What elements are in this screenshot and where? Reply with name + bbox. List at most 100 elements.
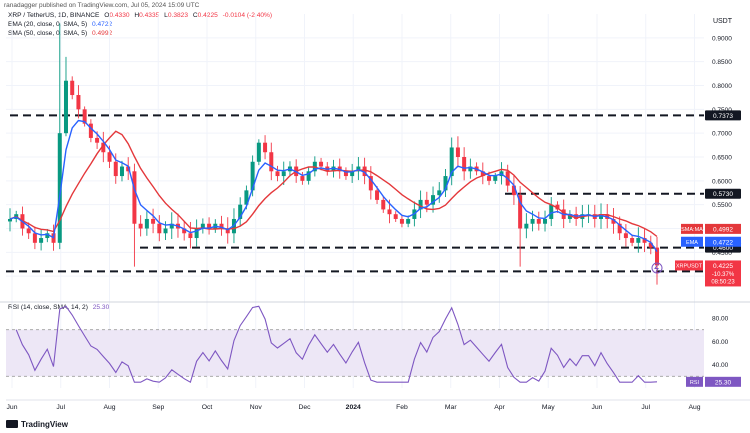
candle-body — [207, 223, 212, 229]
ohlc-open-label: O — [104, 12, 110, 19]
candle-body — [244, 190, 249, 205]
candlesticks — [8, 23, 659, 285]
candle-body — [549, 204, 554, 219]
candle-body — [462, 157, 467, 172]
candle-body — [530, 218, 535, 224]
price-tag-countdown: 08:50:23 — [711, 279, 735, 285]
candle-body — [194, 228, 199, 239]
time-tick-label: Aug — [688, 404, 700, 411]
candle-body — [300, 176, 305, 181]
candle-body — [443, 176, 448, 191]
candle-body — [319, 161, 324, 167]
candle-body — [63, 80, 68, 134]
candle-body — [480, 171, 485, 177]
candle-body — [343, 171, 348, 177]
time-tick-label: Aug — [103, 404, 115, 411]
level-tag — [705, 110, 741, 121]
candle-body — [269, 152, 274, 172]
sma-50-line — [9, 130, 658, 238]
tradingview-logo: TradingView — [6, 420, 68, 429]
candle-body — [82, 109, 87, 124]
ohlc-high-label: H — [134, 12, 140, 19]
price-tag-box — [705, 223, 741, 234]
candle-body — [182, 228, 187, 234]
candle-body — [356, 166, 361, 172]
sma-label: SMA (50, close, 0, SMA, 5) — [8, 30, 88, 37]
candle-body — [468, 166, 473, 172]
candle-body — [648, 242, 653, 248]
time-tick-label: Jun — [592, 404, 603, 411]
ohlc-low: 0.3823 — [167, 12, 188, 19]
price-tag-name-box — [681, 223, 703, 234]
alert-icon — [651, 262, 663, 274]
candle-body — [350, 171, 355, 177]
candle-body — [630, 238, 635, 243]
time-tick-label: Mar — [445, 404, 457, 411]
publisher-line: ranadagger published on TradingView.com,… — [4, 2, 200, 9]
candle-body — [555, 204, 560, 210]
candle-body — [138, 223, 143, 229]
candle-body — [387, 209, 392, 215]
candle-body — [331, 166, 336, 172]
candle-body — [70, 80, 75, 96]
sma-value: 0.4992 — [92, 30, 113, 37]
time-tick-label: Dec — [298, 404, 311, 411]
candle-body — [107, 152, 112, 162]
price-axis: 0.9000 0.8500 0.8000 0.7500 0.7000 0.6500 0.60… — [712, 35, 732, 369]
candle-body — [88, 123, 93, 138]
candle-body — [45, 233, 50, 239]
ema-value: 0.4722 — [92, 21, 113, 28]
candle-body — [399, 218, 404, 224]
candle-body — [567, 214, 572, 219]
candle-body — [381, 199, 386, 210]
candle-body — [219, 223, 224, 229]
price-tag-name: EMA — [686, 240, 698, 246]
candle-body — [32, 233, 37, 243]
time-tick-label: 2024 — [346, 404, 361, 411]
candle-body — [151, 218, 156, 224]
candle-body — [306, 171, 311, 181]
candle-body — [200, 223, 205, 229]
candle-body — [642, 238, 647, 243]
candle-body — [281, 171, 286, 177]
price-tag-box — [705, 260, 741, 287]
candle-body — [26, 228, 31, 234]
sma-legend: SMA (50, close, 0, SMA, 5) 0.4992 — [8, 30, 112, 37]
price-tag-name-box — [681, 236, 703, 247]
time-tick-label: Feb — [396, 404, 408, 411]
currency-label: USDT — [712, 18, 732, 25]
rsi-tag-name: RSI — [690, 380, 700, 386]
candle-body — [406, 218, 411, 224]
candle-body — [393, 214, 398, 219]
price-tag-name: XRPUSDT — [676, 264, 703, 270]
time-tick-label: Oct — [202, 404, 213, 411]
candle-body — [431, 195, 436, 205]
candle-body — [250, 161, 255, 191]
candle-body — [238, 204, 243, 219]
candle-body — [493, 176, 498, 181]
time-tick-label: Apr — [494, 404, 505, 411]
candle-body — [39, 238, 44, 243]
candle-body — [617, 223, 622, 234]
candle-body — [437, 190, 442, 196]
symbol-name: XRP / TetherUS, 1D, BINANCE — [8, 12, 100, 19]
ohlc-open: 0.4330 — [109, 12, 130, 19]
rsi-tick-label: 40.00 — [712, 362, 729, 369]
level-tag-label: 0.7373 — [713, 113, 733, 120]
rsi-tag-box — [705, 376, 741, 387]
price-tick-label: 0.6500 — [712, 155, 732, 162]
price-tag-value: 0.4225 — [713, 263, 733, 270]
candle-body — [599, 214, 604, 219]
candle-body — [455, 147, 460, 157]
level-tag-label: 0.5730 — [713, 191, 733, 198]
candle-body — [362, 166, 367, 177]
time-tick-label: May — [542, 404, 555, 411]
price-tag-value: 0.4722 — [713, 239, 733, 246]
time-tick-label: Jun — [7, 404, 18, 411]
price-tag-name: SMA:MA — [681, 227, 703, 233]
rsi-label: RSI (14, close, SMA, 14, 2) — [8, 304, 88, 311]
candle-body — [655, 247, 659, 266]
rsi-line — [15, 305, 658, 384]
